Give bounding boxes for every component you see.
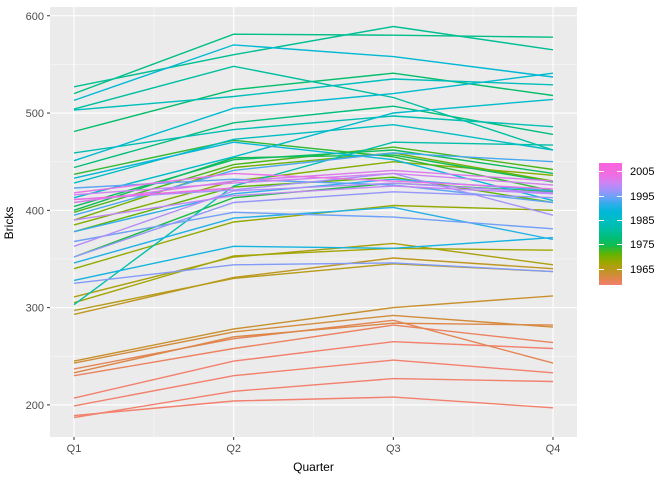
colorbar-tick	[599, 171, 604, 172]
series-line-1956	[73, 396, 554, 417]
series-line-1965	[73, 257, 554, 316]
x-axis-title: Quarter	[293, 460, 334, 474]
series-line-1986	[73, 123, 554, 184]
series-line-1984	[73, 115, 554, 154]
series-line-1957	[73, 377, 554, 419]
series-line-1999	[73, 172, 554, 216]
colorbar-tick	[617, 269, 622, 270]
series-line-1963	[73, 314, 554, 364]
series-line-1980	[73, 33, 554, 95]
series-line-1958	[73, 359, 554, 407]
series-line-1981	[73, 25, 554, 88]
series-line-2001	[73, 185, 554, 221]
y-axis-tick-label: 600	[26, 11, 44, 23]
x-axis-tick-label: Q4	[546, 443, 561, 455]
colorbar-tick	[617, 244, 622, 245]
series-line-2000	[73, 182, 554, 247]
series-line-1991	[73, 236, 554, 282]
y-axis-tick-label: 400	[26, 205, 44, 217]
series-line-2005	[73, 187, 234, 201]
colorbar-label-2005: 2005	[630, 166, 655, 178]
series-line-1982	[73, 65, 554, 151]
series-line-1964	[73, 295, 554, 362]
series-line-1959	[73, 340, 554, 399]
series-line-1997	[73, 262, 554, 284]
series-line-2002	[73, 172, 554, 196]
colorbar-label-1995: 1995	[630, 191, 655, 203]
colorbar-tick	[599, 244, 604, 245]
colorbar-tick	[599, 220, 604, 221]
y-axis-tick-label: 500	[26, 108, 44, 120]
colorbar-tick	[617, 171, 622, 172]
colorbar-tick	[617, 220, 622, 221]
colorbar-tick	[617, 196, 622, 197]
colorbar-tick	[599, 196, 604, 197]
y-axis-title: Bricks	[2, 206, 16, 240]
series-line-1988	[73, 72, 554, 162]
y-axis-tick-label: 200	[26, 400, 44, 412]
colorbar-label-1965: 1965	[630, 264, 655, 276]
series-line-1996	[73, 211, 554, 243]
colorbar-label-1985: 1985	[630, 215, 655, 227]
series-line-1967	[73, 242, 554, 298]
series-line-1960	[73, 324, 554, 377]
series-line-1990	[73, 141, 554, 202]
series-line-1987	[73, 98, 554, 199]
y-axis-tick-label: 300	[26, 303, 44, 315]
x-axis-tick-label: Q1	[67, 443, 82, 455]
series-line-1983	[73, 141, 554, 306]
series-line-1979	[73, 105, 554, 169]
series-line-1994	[73, 152, 554, 216]
series-line-1968	[73, 247, 554, 304]
x-axis-tick-label: Q3	[386, 443, 401, 455]
x-axis-tick-label: Q2	[226, 443, 241, 455]
colorbar-tick	[599, 269, 604, 270]
series-line-1985	[73, 78, 554, 111]
series-line-2003	[73, 169, 554, 204]
colorbar-legend: 2005 1995 1985 1975 1965	[599, 163, 672, 285]
series-line-2004	[73, 172, 554, 194]
colorbar-gradient	[599, 163, 622, 285]
series-line-1974	[73, 139, 554, 192]
series-line-1989	[73, 44, 554, 102]
series-line-1962	[73, 322, 554, 374]
colorbar-label-1975: 1975	[630, 239, 655, 251]
